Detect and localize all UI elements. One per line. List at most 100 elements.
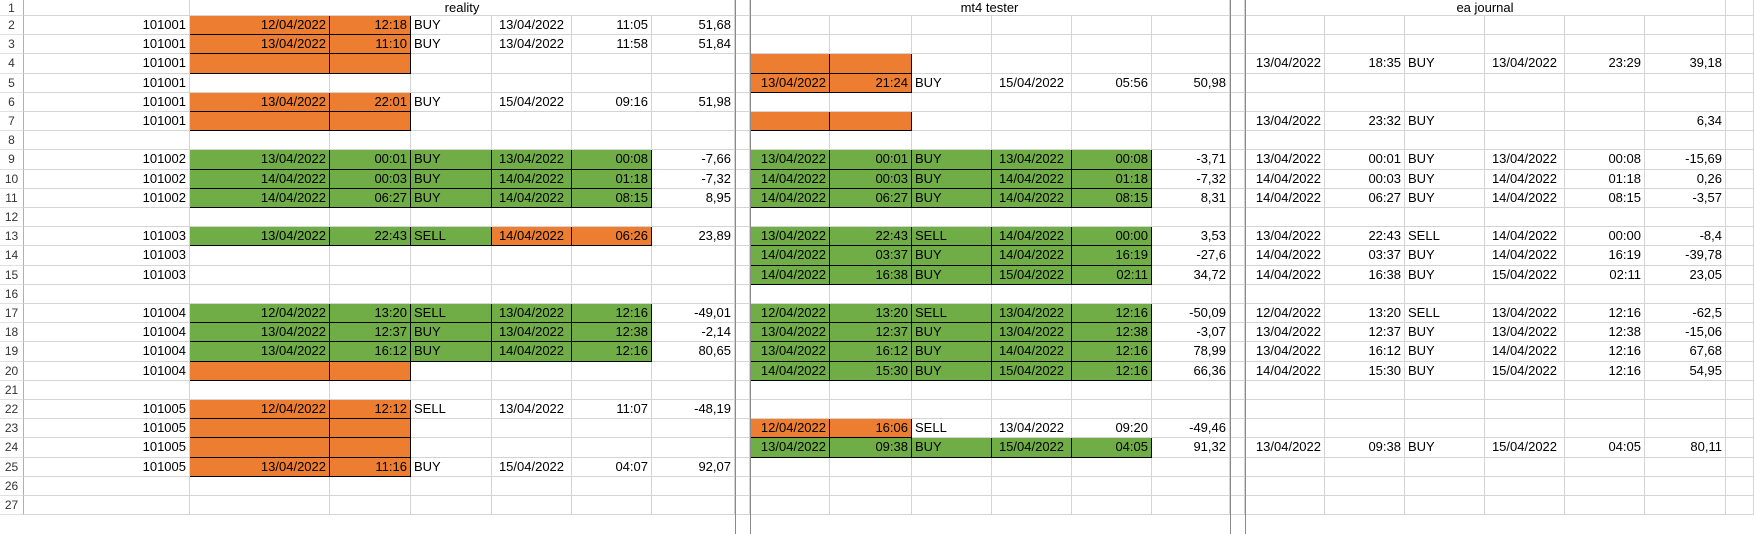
reality-cell[interactable]: BUY [411, 169, 492, 189]
journal-cell[interactable] [1645, 400, 1726, 420]
tester-cell[interactable] [750, 35, 830, 55]
tester-cell[interactable] [830, 131, 912, 151]
reality-cell[interactable]: -49,01 [652, 304, 735, 324]
journal-cell[interactable] [1405, 284, 1485, 304]
spacer-cell[interactable] [735, 54, 750, 74]
reality-cell[interactable] [652, 361, 735, 381]
row-header[interactable]: 25 [0, 457, 24, 477]
row-header[interactable]: 21 [0, 380, 24, 400]
tester-cell[interactable] [830, 35, 912, 55]
spacer-cell[interactable] [735, 208, 750, 228]
tester-cell[interactable] [1072, 496, 1152, 516]
tester-cell[interactable]: 14/04/2022 [992, 169, 1072, 189]
tester-cell[interactable] [830, 208, 912, 228]
trade-id-cell[interactable]: 101002 [24, 169, 190, 189]
reality-cell[interactable] [492, 361, 572, 381]
tester-cell[interactable]: -3,71 [1152, 150, 1230, 170]
spacer-cell[interactable] [1230, 323, 1245, 343]
tester-cell[interactable] [912, 400, 992, 420]
tester-cell[interactable]: 12:16 [1072, 304, 1152, 324]
journal-cell[interactable]: 13:20 [1325, 304, 1405, 324]
row-header[interactable]: 6 [0, 92, 24, 112]
journal-cell[interactable] [1645, 496, 1726, 516]
journal-cell[interactable]: 00:01 [1325, 150, 1405, 170]
tester-cell[interactable] [1072, 284, 1152, 304]
reality-cell[interactable] [652, 131, 735, 151]
journal-cell[interactable]: 13/04/2022 [1245, 112, 1325, 132]
reality-cell[interactable]: 14/04/2022 [492, 342, 572, 362]
empty-cell[interactable] [1726, 246, 1754, 266]
journal-cell[interactable]: SELL [1405, 227, 1485, 247]
reality-cell[interactable]: 13/04/2022 [190, 323, 330, 343]
journal-cell[interactable]: 13/04/2022 [1485, 304, 1565, 324]
tester-cell[interactable] [750, 496, 830, 516]
tester-cell[interactable]: 15/04/2022 [992, 438, 1072, 458]
journal-cell[interactable] [1405, 92, 1485, 112]
journal-cell[interactable] [1405, 131, 1485, 151]
reality-cell[interactable] [652, 73, 735, 93]
tester-cell[interactable]: 12:16 [1072, 342, 1152, 362]
reality-cell[interactable]: BUY [411, 457, 492, 477]
spacer-cell[interactable] [1230, 438, 1245, 458]
spacer-cell[interactable] [1230, 188, 1245, 208]
reality-cell[interactable] [652, 438, 735, 458]
journal-cell[interactable]: -62,5 [1645, 304, 1726, 324]
reality-cell[interactable]: 23,89 [652, 227, 735, 247]
empty-cell[interactable] [1726, 438, 1754, 458]
tester-cell[interactable]: -3,07 [1152, 323, 1230, 343]
row-header[interactable]: 17 [0, 304, 24, 324]
reality-cell[interactable] [652, 112, 735, 132]
journal-cell[interactable] [1565, 16, 1645, 36]
tester-cell[interactable]: 03:37 [830, 246, 912, 266]
tester-cell[interactable]: SELL [912, 419, 992, 439]
journal-cell[interactable] [1485, 400, 1565, 420]
reality-cell[interactable] [652, 265, 735, 285]
journal-cell[interactable]: 14/04/2022 [1245, 188, 1325, 208]
trade-id-cell[interactable]: 101003 [24, 265, 190, 285]
reality-cell[interactable] [190, 496, 330, 516]
spacer-cell[interactable] [1230, 54, 1245, 74]
journal-cell[interactable]: BUY [1405, 188, 1485, 208]
trade-id-cell[interactable]: 101004 [24, 323, 190, 343]
tester-cell[interactable] [1152, 92, 1230, 112]
journal-cell[interactable]: 14/04/2022 [1485, 246, 1565, 266]
reality-cell[interactable] [330, 496, 411, 516]
reality-cell[interactable]: 11:07 [572, 400, 652, 420]
tester-cell[interactable]: 14/04/2022 [992, 246, 1072, 266]
spacer-cell[interactable] [735, 361, 750, 381]
reality-cell[interactable]: -7,32 [652, 169, 735, 189]
reality-cell[interactable] [411, 284, 492, 304]
empty-cell[interactable] [1726, 16, 1754, 36]
reality-cell[interactable] [652, 246, 735, 266]
journal-cell[interactable] [1485, 496, 1565, 516]
row-header[interactable]: 8 [0, 131, 24, 151]
reality-cell[interactable] [330, 419, 411, 439]
journal-cell[interactable]: 54,95 [1645, 361, 1726, 381]
journal-cell[interactable]: 14/04/2022 [1485, 342, 1565, 362]
journal-cell[interactable]: 13/04/2022 [1245, 323, 1325, 343]
trade-id-cell[interactable]: 101001 [24, 16, 190, 36]
tester-cell[interactable]: 12/04/2022 [750, 419, 830, 439]
tester-cell[interactable]: 14/04/2022 [750, 361, 830, 381]
empty-cell[interactable] [1726, 361, 1754, 381]
reality-cell[interactable] [492, 54, 572, 74]
tester-cell[interactable] [992, 16, 1072, 36]
tester-cell[interactable]: 15:30 [830, 361, 912, 381]
reality-cell[interactable] [330, 131, 411, 151]
tester-cell[interactable]: 13/04/2022 [750, 73, 830, 93]
journal-cell[interactable] [1565, 92, 1645, 112]
reality-cell[interactable] [572, 438, 652, 458]
empty-cell[interactable] [1726, 265, 1754, 285]
tester-cell[interactable]: 00:01 [830, 150, 912, 170]
reality-cell[interactable] [330, 73, 411, 93]
journal-cell[interactable] [1485, 208, 1565, 228]
tester-cell[interactable] [750, 400, 830, 420]
reality-cell[interactable]: 12:18 [330, 16, 411, 36]
journal-cell[interactable] [1245, 131, 1325, 151]
journal-cell[interactable] [1245, 73, 1325, 93]
spacer-cell[interactable] [735, 92, 750, 112]
tester-cell[interactable]: SELL [912, 304, 992, 324]
spacer-cell[interactable] [735, 227, 750, 247]
journal-cell[interactable]: 00:08 [1565, 150, 1645, 170]
journal-cell[interactable]: 06:27 [1325, 188, 1405, 208]
